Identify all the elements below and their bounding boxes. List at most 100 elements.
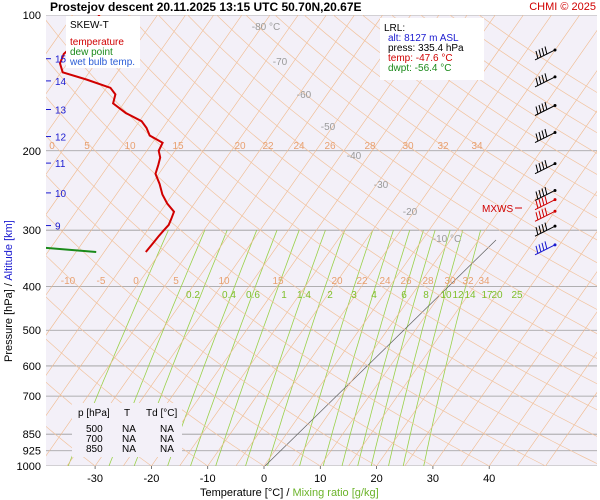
background-labels: 0 5 10 15 20 22 24 26 28 30 32 34-10 -5 0 5 10 15 20 22 24 2… [49,22,523,301]
isotherm-line [46,15,130,135]
upper-isotherm-label: 34 [478,276,490,287]
table-cell: 850 [86,444,103,455]
wind-barb-feather [541,188,545,197]
dry-adiabat-line [158,15,597,335]
isotherm-line [46,15,186,215]
isotherm-line [376,150,597,466]
table-cell: NA [160,444,174,455]
pressure-tick-label: 1000 [17,461,41,473]
chart-title: Prostejov descent 20.11.2025 13:15 UTC 5… [50,0,362,14]
altitude-tick-label: 9 [55,222,61,233]
table-cell: NA [160,424,174,435]
top-isotherm-label: 32 [437,141,449,152]
wind-barb-dot [553,131,557,135]
wind-barb-feather [541,242,545,251]
upper-isotherm-label: 22 [356,276,368,287]
temperature-tick-label: 0 [261,473,267,485]
level-table-background [72,403,182,457]
top-isotherm-label: 10 [124,141,136,152]
wind-barb-feather [541,197,545,206]
isotherm-line [460,271,597,466]
isotherm-line [94,15,412,466]
wind-barb-feather [538,104,542,114]
wind-barb-dot [553,103,557,107]
isotherm-line [151,15,468,466]
dry-adiabat-line [46,135,490,466]
isotherm-line [517,351,597,466]
dry-adiabat-label: -40 [347,151,362,162]
wind-barb-dot [553,209,557,213]
dry-adiabat-line [46,96,546,466]
dry-adiabat-line [46,296,265,466]
mixing-ratio-label: 2 [327,290,333,301]
legend-dew-point: dew point [70,47,113,58]
temperature-tick-label: -20 [143,473,159,485]
wind-barb-feather [538,163,542,172]
pressure-tick-label: 200 [23,146,41,158]
wind-barb-feather [535,227,539,236]
upper-isotherm-label: -10 [61,276,76,287]
wind-barb-feather [544,46,548,55]
wind-barb [534,73,557,88]
profile-series [46,15,176,253]
wind-barb-feather [541,103,545,112]
table-cell: NA [122,444,136,455]
mixing-ratio-line [423,230,481,466]
dry-adiabat-line [129,15,597,359]
x-axis-title: Temperature [°C] / Mixing ratio [g/kg] [200,487,379,499]
mixing-ratio-line [299,230,374,466]
mixing-ratio-label: 1 [281,290,287,301]
dry-adiabat-line [187,15,597,310]
isotherm-line [207,15,524,466]
wind-barbs [534,46,557,256]
dry-adiabat-label: -30 [374,180,389,191]
wind-barb-feather [535,191,539,200]
dry-adiabat-lines [46,15,597,466]
lrl-heading: LRL: [384,23,405,34]
wind-barb-feather [535,164,539,173]
wind-barb-dot [553,188,557,192]
dry-adiabat-line [46,19,597,437]
pressure-tick-label: 700 [23,391,41,403]
axis-ticks: 1002003004005006007008509251000151413121… [17,10,496,485]
dry-adiabat-line [274,15,597,241]
mixing-ratio-label: 0.2 [186,290,200,301]
mixing-ratio-label: 0.6 [246,290,260,301]
wind-barb-feather [544,101,548,111]
isotherm-line [432,231,597,466]
dry-adiabat-label: -10 °C [433,234,461,245]
isotherm-line [320,70,597,466]
wind-barb-feather [544,186,548,196]
top-isotherm-label: 20 [234,141,246,152]
isotherm-line [46,15,299,376]
lrl-dewpoint: dwpt: -56.4 °C [388,63,451,74]
wind-barb-dot [553,243,557,247]
wind-barb-dot [553,224,557,228]
wind-barb-feather [538,225,542,234]
top-isotherm-label: 30 [402,141,414,152]
pressure-tick-label: 600 [23,361,41,373]
top-isotherm-label: 0 [49,141,55,152]
isotherm-line [46,15,327,417]
temperature-tick-label: 20 [370,473,382,485]
wind-barb-feather [535,133,539,142]
legend-temperature: temperature [70,37,124,48]
dry-adiabat-line [303,15,597,219]
isotherm-line [404,190,597,466]
altitude-tick-label: 11 [55,159,66,170]
table-cell: 500 [86,424,103,435]
wind-barb [534,241,557,256]
wind-barb-feather [535,106,539,115]
wind-barb-feather [538,210,542,219]
wind-barb-feather [535,212,539,221]
mixing-ratio-label: 1.4 [297,290,311,301]
top-isotherm-label: 15 [172,141,184,152]
mixing-ratio-label: 4 [371,290,377,301]
altitude-tick-label: 14 [55,77,67,88]
dry-adiabat-line [46,174,434,466]
mixing-ratio-label: 10 [440,290,452,301]
isotherm-line [66,15,383,466]
wind-barb-feather [541,47,545,57]
pressure-tick-label: 500 [23,325,41,337]
